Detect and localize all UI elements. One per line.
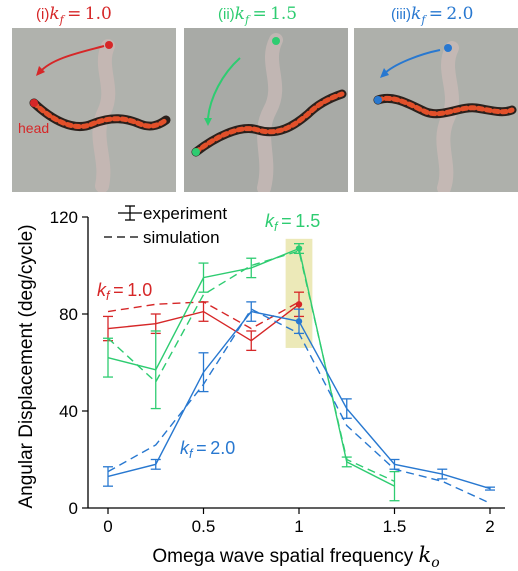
series-group xyxy=(103,243,400,502)
photo-label-prefix: (iii) xyxy=(391,6,411,23)
angular-displacement-chart: 0 40 80 120 0 0.5 1 1.5 2 Angular Displacement (d… xyxy=(16,204,505,571)
legend-simulation-label: simulation xyxy=(143,228,220,247)
photo-panel-ii xyxy=(184,28,348,192)
x-tick-label: 0.5 xyxy=(192,517,216,536)
y-tick-label: 80 xyxy=(59,305,78,324)
y-tick-label: 40 xyxy=(59,402,78,421)
legend-experiment-label: experiment xyxy=(143,204,227,223)
x-axis-label: Omega wave spatial frequency ko xyxy=(152,543,439,571)
series-group xyxy=(103,301,495,504)
head-annotation: head xyxy=(18,120,49,136)
data-point-highlight xyxy=(295,318,303,325)
photo-label-prefix: (i) xyxy=(36,6,50,23)
chart_data.series.1.annotation_text: kf = 1.5 xyxy=(265,211,320,234)
data-point-highlight xyxy=(295,245,303,252)
x-tick-label: 1.5 xyxy=(383,517,407,536)
data-point-highlight xyxy=(295,301,303,308)
photo-label-iii: (iii)kf = 2.0 xyxy=(391,4,473,26)
photo-panel-iii xyxy=(354,28,518,192)
y-tick-label: 0 xyxy=(69,499,78,518)
series-group xyxy=(103,291,304,352)
photo-label-ii: (ii)kf = 1.5 xyxy=(218,4,297,26)
x-tick-label: 1 xyxy=(294,517,303,536)
photo-panel-i: head xyxy=(12,28,176,192)
chart_data.series.0.annotation_text: kf = 1.0 xyxy=(97,280,152,303)
chart_data.series.2.annotation_text: kf = 2.0 xyxy=(180,438,235,461)
y-axis-label: Angular Displacement (deg/cycle) xyxy=(16,224,37,508)
y-tick-label: 120 xyxy=(50,208,78,227)
photo-label-kf: kf = 2.0 xyxy=(411,4,474,27)
photo-label-kf: kf = 1.5 xyxy=(234,4,298,27)
photo-panels: (i)kf = 1.0 (ii)kf = 1.5 (iii)kf = 2.0 h… xyxy=(0,0,518,192)
photo-label-prefix: (ii) xyxy=(218,6,235,23)
photo-label-i: (i)kf = 1.0 xyxy=(36,4,112,26)
x-tick-label: 0 xyxy=(103,517,112,536)
x-tick-label: 2 xyxy=(485,517,494,536)
photo-label-kf: kf = 1.0 xyxy=(49,4,112,27)
